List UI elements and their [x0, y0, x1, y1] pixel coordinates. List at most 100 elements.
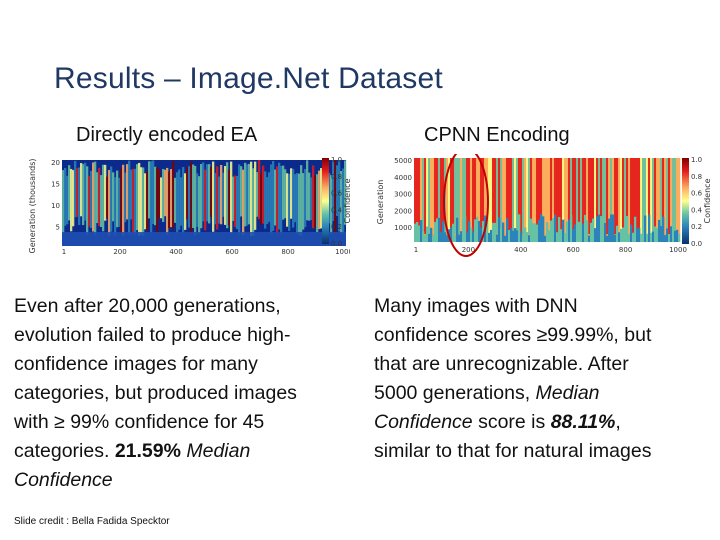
- right-heatmap-base-cell: [652, 231, 655, 242]
- right-heatmap-base-cell: [574, 224, 577, 242]
- left-heatmap-cell: [174, 177, 177, 223]
- right-heatmap-cell: [620, 158, 623, 234]
- right-heatmap-cell: [520, 158, 523, 234]
- left-heatmap-cell: [156, 167, 159, 234]
- text-run: with ≥ 99% confidence for 45: [14, 411, 265, 433]
- left-heatmap-cell: [230, 161, 233, 234]
- left-heatmap-cell: [192, 164, 195, 228]
- right-heatmap-base-cell: [600, 216, 603, 242]
- right-heatmap-cell: [418, 158, 421, 234]
- right-heatmap-base-cell: [602, 231, 605, 242]
- right-heatmap-base-cell: [542, 216, 545, 242]
- text-run: score is: [472, 411, 551, 433]
- right-heatmap-base-cell: [434, 221, 437, 242]
- right-heatmap-cell: [646, 158, 649, 234]
- right-heatmap-cell: [600, 158, 603, 234]
- right-heatmap-base-cell: [634, 216, 637, 242]
- right-heatmap-base-cell: [584, 214, 587, 242]
- right-heatmap-cell: [502, 158, 505, 234]
- left-heatmap-cell: [68, 165, 71, 221]
- right-colorbar-tick: 0.2: [691, 223, 702, 231]
- right-heatmap-cell: [458, 158, 461, 234]
- right-heatmap-base-cell: [554, 214, 557, 242]
- right-heatmap-cell: [584, 158, 587, 234]
- right-heatmap-base-cell: [678, 233, 681, 242]
- left-heatmap-cell: [256, 172, 259, 217]
- left-heatmap-cell: [262, 165, 265, 224]
- right-xtick-label: 200: [462, 246, 475, 254]
- left-heatmap-cell: [154, 166, 157, 226]
- text-run: Many images with DNN: [374, 295, 578, 317]
- right-heatmap-base-cell: [592, 218, 595, 242]
- right-heatmap-cell: [440, 158, 443, 234]
- right-heatmap-cell: [468, 158, 471, 234]
- right-colorbar-tick: 0.0: [691, 240, 702, 248]
- left-heatmap-cell: [238, 164, 241, 235]
- left-heatmap-cell: [250, 161, 253, 236]
- right-heatmap-base-cell: [672, 226, 675, 242]
- right-heatmap-base-cell: [476, 216, 479, 242]
- left-heatmap-cell: [180, 177, 183, 226]
- right-heatmap-cell: [602, 158, 605, 234]
- right-heatmap-cell: [592, 158, 595, 234]
- right-colorbar-tick: 0.8: [691, 173, 702, 181]
- left-heatmap-cell: [316, 174, 319, 233]
- right-heatmap-cell: [644, 158, 647, 234]
- left-heatmap-cell: [106, 176, 109, 219]
- right-heatmap-cell: [590, 158, 593, 234]
- right-heatmap-base-cell: [496, 234, 499, 242]
- left-heatmap-cell: [82, 164, 85, 226]
- left-heatmap-cell: [264, 171, 267, 229]
- left-heatmap-cell: [142, 167, 145, 236]
- left-heatmap-cell: [104, 164, 107, 221]
- right-heatmap-base-cell: [572, 228, 575, 242]
- right-heatmap-base-cell: [608, 218, 611, 242]
- right-heatmap-cell: [416, 158, 419, 234]
- right-heatmap-cell: [490, 158, 493, 234]
- right-heatmap-base-cell: [614, 234, 617, 242]
- right-colorbar: 1.0 0.8 0.6 0.4 0.2 0.0 Confidence: [680, 154, 716, 258]
- left-heatmap-cell: [114, 177, 117, 236]
- left-heatmap-cell: [130, 169, 133, 220]
- left-heatmap-cell: [310, 177, 313, 221]
- right-heatmap-cell: [426, 158, 429, 234]
- left-heatmap-cell: [312, 165, 315, 229]
- left-heatmap-ylabel: Generation (thousands): [28, 159, 37, 254]
- right-heatmap-cell: [554, 158, 557, 234]
- left-heatmap-cell: [170, 169, 173, 228]
- right-heatmap-cell: [466, 158, 469, 234]
- left-heatmap-cell: [162, 168, 165, 222]
- right-heatmap-cell: [504, 158, 507, 234]
- left-heatmap-cell: [150, 161, 153, 233]
- right-heatmap-cell: [598, 158, 601, 234]
- left-xtick-label: 200: [113, 248, 126, 256]
- text-line: Even after 20,000 generations,: [14, 292, 354, 321]
- left-colorbar: 1.0 0.8 0.6 0.4 0.2 0.0 Confidence: [320, 154, 356, 258]
- right-heatmap-base-cell: [604, 222, 607, 242]
- right-heatmap-cell: [430, 158, 433, 234]
- right-heatmap-base-cell: [514, 228, 517, 242]
- right-heatmap-base-cell: [588, 235, 591, 242]
- left-heatmap-cell: [186, 167, 189, 220]
- left-heatmap-cell: [124, 172, 127, 223]
- right-heatmap-cell: [508, 158, 511, 234]
- right-heatmap-base-cell: [486, 216, 489, 242]
- right-heatmap-base-cell: [622, 227, 625, 242]
- left-heatmap-cell: [338, 160, 341, 232]
- right-column-heading: CPNN Encoding: [424, 124, 570, 146]
- right-heatmap-cell: [460, 158, 463, 234]
- text-run: categories, but produced images: [14, 382, 297, 404]
- right-heatmap-cell: [614, 158, 617, 234]
- left-heatmap-cell: [198, 176, 201, 234]
- left-heatmap-cell: [140, 167, 143, 234]
- right-heatmap-cell: [452, 158, 455, 234]
- left-heatmap-cell: [90, 170, 93, 228]
- text-line: 5000 generations, Median: [374, 379, 714, 408]
- left-heatmap-cell: [126, 164, 129, 220]
- right-heatmap-cell: [492, 158, 495, 234]
- right-heatmap-base-cell: [500, 227, 503, 242]
- right-heatmap-cell: [464, 158, 467, 234]
- right-heatmap-base-cell: [570, 214, 573, 242]
- left-heatmap-cell: [226, 162, 229, 229]
- right-heatmap-base-cell: [642, 220, 645, 242]
